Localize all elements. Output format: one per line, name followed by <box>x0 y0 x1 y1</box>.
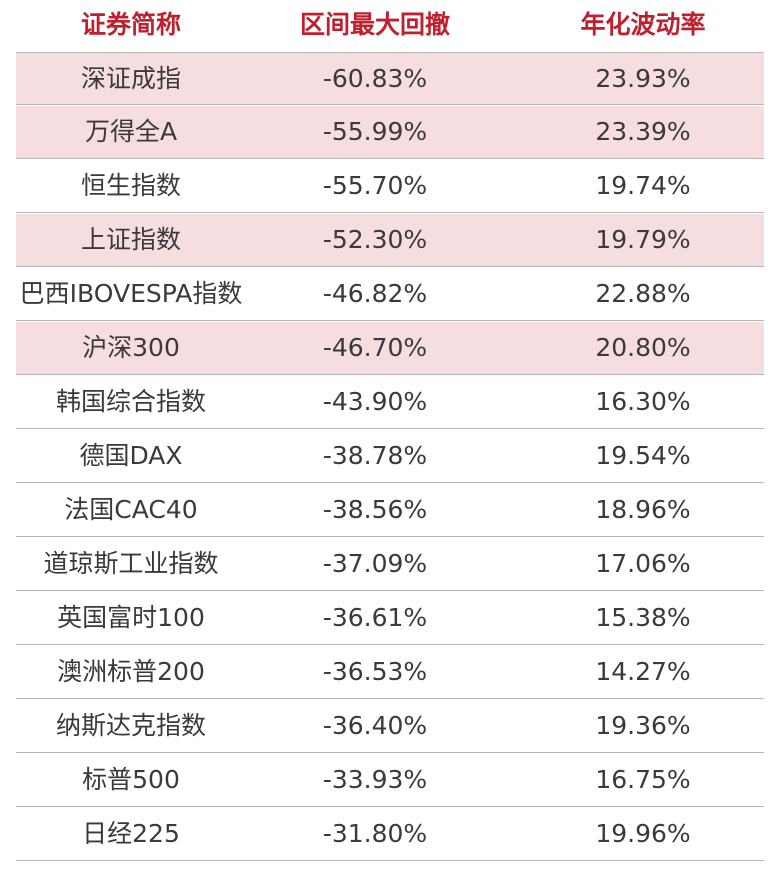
table-row: 澳洲标普200 -36.53% 14.27% <box>16 646 764 699</box>
table-row: 万得全A -55.99% 23.39% <box>16 106 764 159</box>
security-name-cell: 法国CAC40 <box>64 495 198 524</box>
security-name-cell: 澳洲标普200 <box>57 657 205 686</box>
max-drawdown-cell: -38.78% <box>322 441 428 470</box>
security-name-cell: 上证指数 <box>80 225 181 254</box>
table-row: 英国富时100 -36.61% 15.38% <box>16 592 764 645</box>
table-row: 沪深300 -46.70% 20.80% <box>16 322 764 375</box>
annual-volatility-cell: 15.38% <box>595 603 691 632</box>
table-row: 道琼斯工业指数 -37.09% 17.06% <box>16 538 764 591</box>
max-drawdown-cell: -46.82% <box>322 279 428 308</box>
table-header: 证券简称 区间最大回撤 年化波动率 <box>0 0 777 52</box>
annual-volatility-cell: 19.74% <box>595 171 691 200</box>
annual-volatility-cell: 14.27% <box>595 657 691 686</box>
table-row: 韩国综合指数 -43.90% 16.30% <box>16 376 764 429</box>
max-drawdown-cell: -36.53% <box>322 657 428 686</box>
max-drawdown-cell: -46.70% <box>322 333 428 362</box>
table-row: 标普500 -33.93% 16.75% <box>16 754 764 807</box>
max-drawdown-cell: -60.83% <box>322 64 428 93</box>
header-security-name: 证券简称 <box>80 10 181 39</box>
security-name-cell: 韩国综合指数 <box>55 387 206 416</box>
annual-volatility-cell: 23.39% <box>595 117 691 146</box>
table-row: 深证成指 -60.83% 23.93% <box>16 52 764 105</box>
max-drawdown-cell: -33.93% <box>322 765 428 794</box>
annual-volatility-cell: 19.79% <box>595 225 691 254</box>
max-drawdown-cell: -55.99% <box>322 117 428 146</box>
annual-volatility-cell: 19.96% <box>595 819 691 848</box>
table-row: 日经225 -31.80% 19.96% <box>16 808 764 861</box>
security-name-cell: 深证成指 <box>80 64 181 93</box>
security-name-cell: 巴西IBOVESPA指数 <box>19 279 243 308</box>
header-annual-volatility: 年化波动率 <box>580 10 706 39</box>
table-row: 上证指数 -52.30% 19.79% <box>16 214 764 267</box>
security-name-cell: 德国DAX <box>79 441 183 470</box>
max-drawdown-cell: -52.30% <box>322 225 428 254</box>
annual-volatility-cell: 19.54% <box>595 441 691 470</box>
annual-volatility-cell: 16.30% <box>595 387 691 416</box>
security-name-cell: 道琼斯工业指数 <box>43 549 219 578</box>
max-drawdown-cell: -38.56% <box>322 495 428 524</box>
table-row: 德国DAX -38.78% 19.54% <box>16 430 764 483</box>
security-name-cell: 沪深300 <box>82 333 180 362</box>
table-row: 纳斯达克指数 -36.40% 19.36% <box>16 700 764 753</box>
max-drawdown-cell: -36.40% <box>322 711 428 740</box>
annual-volatility-cell: 18.96% <box>595 495 691 524</box>
table-row: 法国CAC40 -38.56% 18.96% <box>16 484 764 537</box>
max-drawdown-cell: -37.09% <box>322 549 428 578</box>
security-name-cell: 恒生指数 <box>80 171 181 200</box>
max-drawdown-cell: -55.70% <box>322 171 428 200</box>
security-name-cell: 标普500 <box>82 765 180 794</box>
annual-volatility-cell: 22.88% <box>595 279 691 308</box>
annual-volatility-cell: 16.75% <box>595 765 691 794</box>
security-name-cell: 英国富时100 <box>57 603 205 632</box>
max-drawdown-cell: -43.90% <box>322 387 428 416</box>
table-row: 恒生指数 -55.70% 19.74% <box>16 160 764 213</box>
header-max-drawdown: 区间最大回撤 <box>299 10 450 39</box>
security-name-cell: 纳斯达克指数 <box>55 711 206 740</box>
security-name-cell: 日经225 <box>82 819 180 848</box>
annual-volatility-cell: 17.06% <box>595 549 691 578</box>
max-drawdown-cell: -36.61% <box>322 603 428 632</box>
max-drawdown-cell: -31.80% <box>322 819 428 848</box>
table-row: 巴西IBOVESPA指数 -46.82% 22.88% <box>16 268 764 321</box>
annual-volatility-cell: 20.80% <box>595 333 691 362</box>
security-name-cell: 万得全A <box>84 117 178 146</box>
annual-volatility-cell: 23.93% <box>595 64 691 93</box>
annual-volatility-cell: 19.36% <box>595 711 691 740</box>
